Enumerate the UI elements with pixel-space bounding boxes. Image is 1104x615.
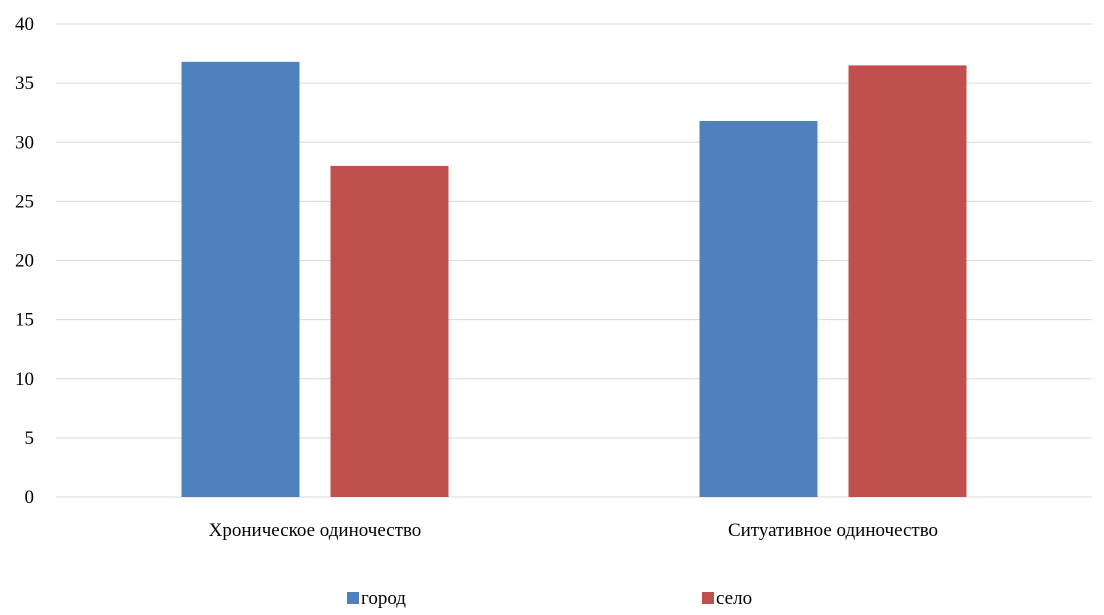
y-tick-label-0: 0: [25, 487, 35, 508]
legend-swatch-село: [702, 592, 714, 604]
bar-город-1: [181, 61, 300, 498]
y-tick-label-40: 40: [15, 14, 34, 35]
y-tick-label-20: 20: [15, 251, 34, 272]
bar-село-2: [848, 65, 967, 497]
bar-село-1: [330, 165, 449, 497]
y-tick-label-25: 25: [15, 191, 34, 212]
x-category-label-2: Ситуативное одиночество: [728, 520, 938, 541]
x-axis-category-labels: Хроническое одиночество Ситуативное одино…: [209, 520, 938, 541]
legend: город село: [347, 588, 752, 609]
legend-label-село: село: [716, 588, 752, 609]
legend-label-город: город: [361, 588, 406, 609]
x-category-label-1: Хроническое одиночество: [209, 520, 422, 541]
y-tick-label-30: 30: [15, 132, 34, 153]
bar-город-2: [699, 120, 818, 497]
legend-swatch-город: [347, 592, 359, 604]
y-tick-label-15: 15: [15, 310, 34, 331]
y-tick-label-10: 10: [15, 369, 34, 390]
y-tick-label-5: 5: [25, 428, 35, 449]
y-axis-tick-labels: 0 5 10 15 20 25 30 35 40: [15, 14, 34, 508]
y-tick-label-35: 35: [15, 73, 34, 94]
bars: [181, 61, 967, 498]
